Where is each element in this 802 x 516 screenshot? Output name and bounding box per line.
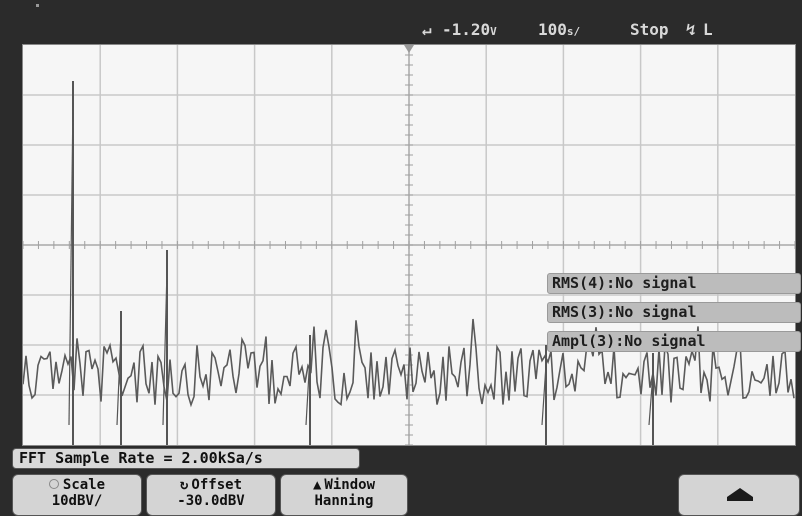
radio-dot-icon [49,479,59,489]
measurement-ampl-3: Ampl(3):No signal [547,331,801,352]
offset-label: ↻ Offset [147,477,275,493]
scale-value: 10dBV/ [13,493,141,509]
measurement-rms-3: RMS(3):No signal [547,302,801,323]
fft-plot [23,45,795,445]
timebase: 100s/ [538,20,580,39]
scale-label: Scale [13,477,141,493]
corner-mark [36,4,39,7]
trigger-level-icon: ↵ [422,20,432,39]
up-arrow-base [727,497,753,501]
trigger-mode: L [703,20,713,39]
trigger-level: -1.20V [442,20,497,39]
status-bar: ↵ -1.20V 100s/ Stop ↯ L [8,14,802,44]
fft-sample-rate: FFT Sample Rate = 2.00kSa/s [12,448,360,469]
window-label: ▲ Window [281,477,407,493]
rotate-knob-icon: ↻ [180,477,188,493]
scale-softkey[interactable]: Scale 10dBV/ [12,474,142,516]
offset-value: -30.0dBV [147,493,275,509]
up-arrow-icon [727,488,753,497]
falling-edge-icon: ↯ [686,20,696,39]
up-arrow-icon: ▲ [313,477,321,493]
window-softkey[interactable]: ▲ Window Hanning [280,474,408,516]
measurement-rms-4: RMS(4):No signal [547,273,801,294]
run-state: Stop [630,20,669,39]
waveform-graticule: RMS(4):No signal RMS(3):No signal Ampl(3… [22,44,796,446]
more-menu-button[interactable] [678,474,800,516]
offset-softkey[interactable]: ↻ Offset -30.0dBV [146,474,276,516]
window-value: Hanning [281,493,407,509]
trigger-position-marker-icon [404,45,414,53]
